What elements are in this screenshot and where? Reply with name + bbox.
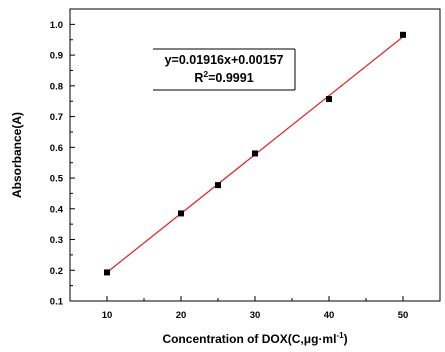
- x-tick-label: 50: [398, 310, 409, 321]
- r-squared-prefix: R: [194, 71, 203, 85]
- x-axis-label-main: Concentration of DOX(C,μg·ml: [162, 332, 336, 346]
- x-tick-label: 40: [324, 310, 335, 321]
- y-tick-label: 1.0: [50, 20, 63, 31]
- y-tick-label: 0.5: [50, 174, 64, 185]
- y-tick-label: 0.4: [50, 204, 64, 215]
- data-point: [400, 31, 406, 38]
- equation-text: y=0.01916x+0.00157: [165, 53, 284, 67]
- y-axis-label: Absorbance(A): [10, 112, 24, 198]
- data-point: [326, 96, 332, 103]
- data-point: [252, 150, 258, 157]
- x-tick-label: 20: [176, 310, 187, 321]
- data-point: [215, 182, 221, 189]
- y-tick-label: 0.2: [50, 266, 63, 277]
- y-axis-ticks: 0.1 0.2 0.3 0.4 0.5 0.6 0.7 0.8 0.9 1.0: [50, 20, 75, 308]
- y-tick-label: 0.6: [50, 143, 63, 154]
- y-tick-label: 0.9: [50, 51, 63, 62]
- r-squared-text: R2=0.9991: [194, 69, 253, 85]
- equation-box: y=0.01916x+0.00157 R2=0.9991: [153, 48, 296, 91]
- x-axis-ticks: 10 20 30 40 50: [102, 296, 409, 321]
- y-tick-label: 0.3: [50, 235, 63, 246]
- x-axis-label: Concentration of DOX(C,μg·ml-1): [162, 331, 347, 346]
- r-squared-superscript: 2: [203, 69, 208, 79]
- data-points: [104, 31, 406, 276]
- data-point: [104, 269, 110, 276]
- x-tick-label: 30: [250, 310, 261, 321]
- x-axis-label-superscript: -1: [336, 331, 344, 340]
- data-point: [178, 210, 184, 217]
- y-tick-label: 0.7: [50, 112, 63, 123]
- r-squared-value: =0.9991: [208, 71, 254, 85]
- y-tick-label: 0.8: [50, 81, 63, 92]
- x-tick-label: 10: [102, 310, 113, 321]
- x-axis-label-close: ): [344, 332, 348, 346]
- y-tick-label: 0.1: [50, 297, 64, 308]
